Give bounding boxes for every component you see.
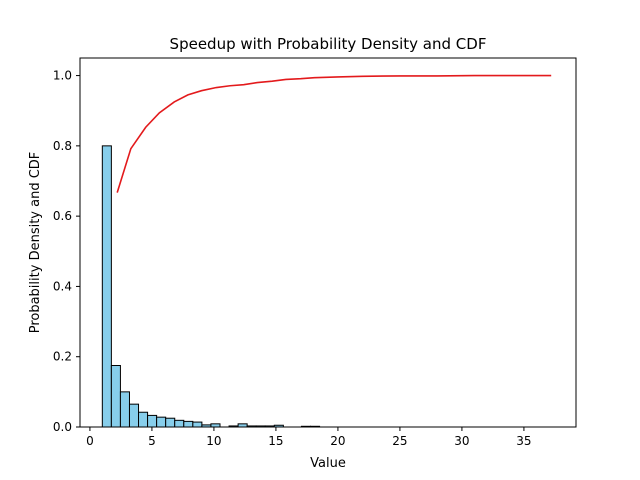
cdf-line <box>116 74 552 193</box>
x-axis-label: Value <box>310 456 346 471</box>
line-series <box>116 74 552 193</box>
histogram-bar <box>110 365 121 428</box>
x-tick-label: 20 <box>330 434 345 448</box>
x-tick-label: 5 <box>148 434 156 448</box>
histogram-bar <box>174 419 185 428</box>
plot-frame <box>79 57 577 428</box>
x-tick-label: 15 <box>268 434 283 448</box>
histogram-bar <box>147 414 158 428</box>
histogram-bar <box>138 411 149 428</box>
histogram-bars <box>101 145 321 428</box>
histogram-bar <box>119 391 130 428</box>
y-tick-label: 0.8 <box>53 139 72 153</box>
y-tick-label: 1.0 <box>53 69 72 83</box>
histogram-bar <box>101 145 112 428</box>
histogram-bar <box>156 416 167 428</box>
y-tick-label: 0.0 <box>53 420 72 434</box>
x-tick-label: 30 <box>454 434 469 448</box>
histogram-bar <box>192 421 203 428</box>
x-tick-label: 25 <box>392 434 407 448</box>
histogram-bar <box>165 417 176 428</box>
y-tick-label: 0.6 <box>53 209 72 223</box>
y-tick-label: 0.2 <box>53 350 72 364</box>
y-tick-label: 0.4 <box>53 279 72 293</box>
y-axis-label: Probability Density and CDF <box>28 152 43 334</box>
chart-title: Speedup with Probability Density and CDF <box>170 35 487 53</box>
histogram-bar <box>128 403 140 428</box>
histogram-bar <box>183 420 194 428</box>
x-tick-label: 0 <box>86 434 94 448</box>
x-tick-label: 35 <box>516 434 531 448</box>
x-tick-label: 10 <box>206 434 221 448</box>
y-axis: 0.0 0.2 0.4 0.6 0.8 1.0 <box>53 69 80 434</box>
x-axis: 0 5 10 15 20 25 30 35 <box>86 427 532 448</box>
